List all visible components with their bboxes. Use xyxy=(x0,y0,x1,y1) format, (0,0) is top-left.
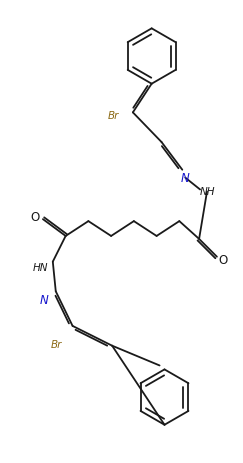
Text: O: O xyxy=(218,254,227,267)
Text: HN: HN xyxy=(33,262,49,272)
Text: Br: Br xyxy=(51,339,62,349)
Text: Br: Br xyxy=(107,111,119,121)
Text: N: N xyxy=(181,172,190,185)
Text: N: N xyxy=(40,293,48,306)
Text: NH: NH xyxy=(199,187,215,197)
Text: O: O xyxy=(30,210,40,223)
